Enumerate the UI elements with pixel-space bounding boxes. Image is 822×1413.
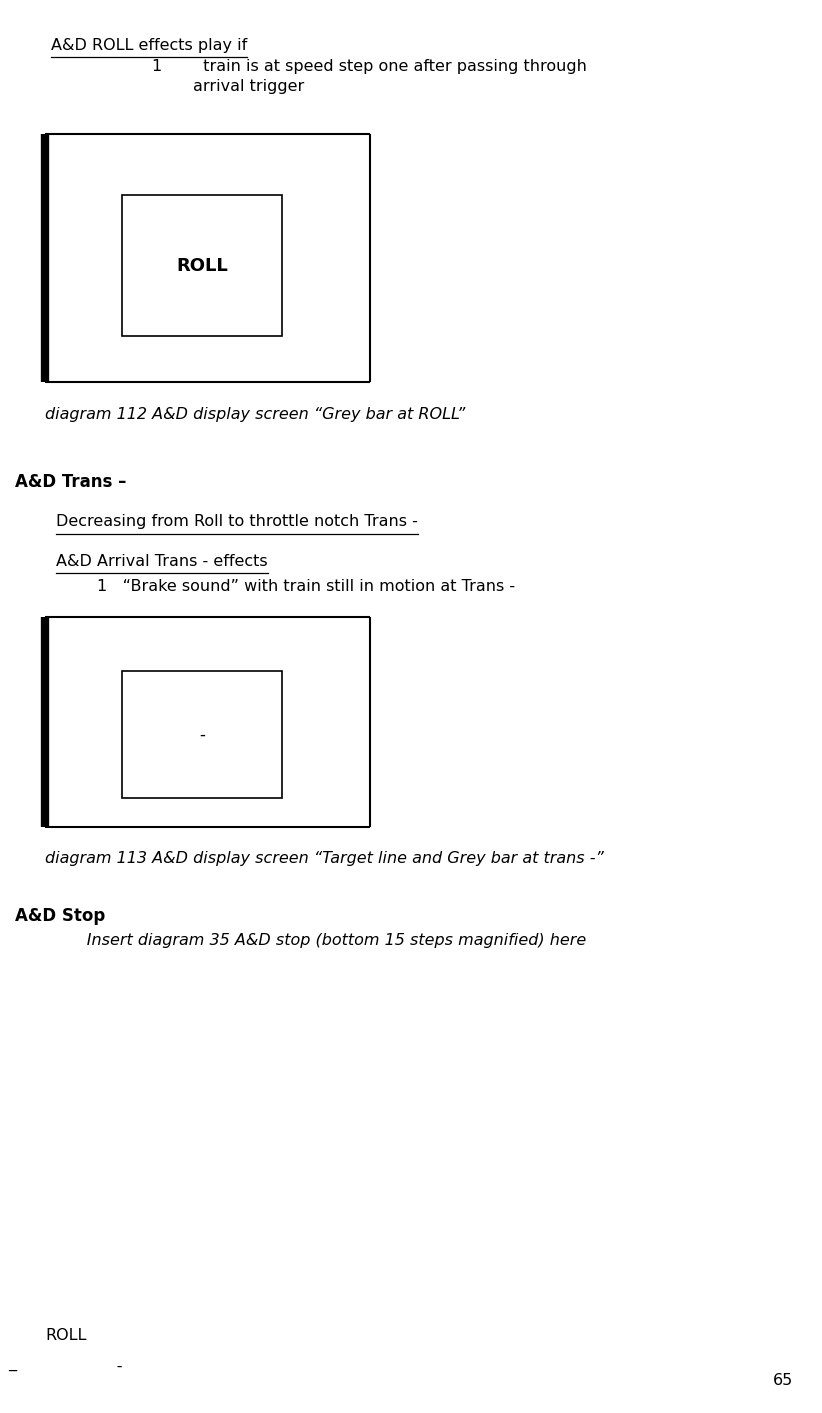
Text: ROLL: ROLL (176, 257, 228, 274)
Text: A&D Trans –: A&D Trans – (15, 473, 126, 492)
Text: -: - (199, 726, 205, 743)
Text: _: _ (8, 1356, 16, 1372)
Bar (122, 195, 282, 336)
Bar (122, 671, 282, 798)
Text: ROLL: ROLL (45, 1328, 86, 1344)
Text: -: - (45, 1359, 122, 1375)
Text: 1        train is at speed step one after passing through: 1 train is at speed step one after passi… (152, 59, 587, 75)
Text: arrival trigger: arrival trigger (152, 79, 304, 95)
Text: A&D Arrival Trans - effects: A&D Arrival Trans - effects (56, 554, 267, 569)
Text: diagram 113 A&D display screen “Target line and Grey bar at trans -”: diagram 113 A&D display screen “Target l… (45, 851, 604, 866)
Text: Insert diagram 35 A&D stop (bottom 15 steps magnified) here: Insert diagram 35 A&D stop (bottom 15 st… (56, 933, 586, 948)
Text: 65: 65 (773, 1372, 793, 1388)
Text: A&D Stop: A&D Stop (15, 907, 105, 926)
Text: diagram 112 A&D display screen “Grey bar at ROLL”: diagram 112 A&D display screen “Grey bar… (45, 407, 465, 422)
Text: A&D ROLL effects play if: A&D ROLL effects play if (51, 38, 247, 54)
Text: Decreasing from Roll to throttle notch Trans -: Decreasing from Roll to throttle notch T… (56, 514, 418, 530)
Text: 1   “Brake sound” with train still in motion at Trans -: 1 “Brake sound” with train still in moti… (56, 579, 515, 595)
